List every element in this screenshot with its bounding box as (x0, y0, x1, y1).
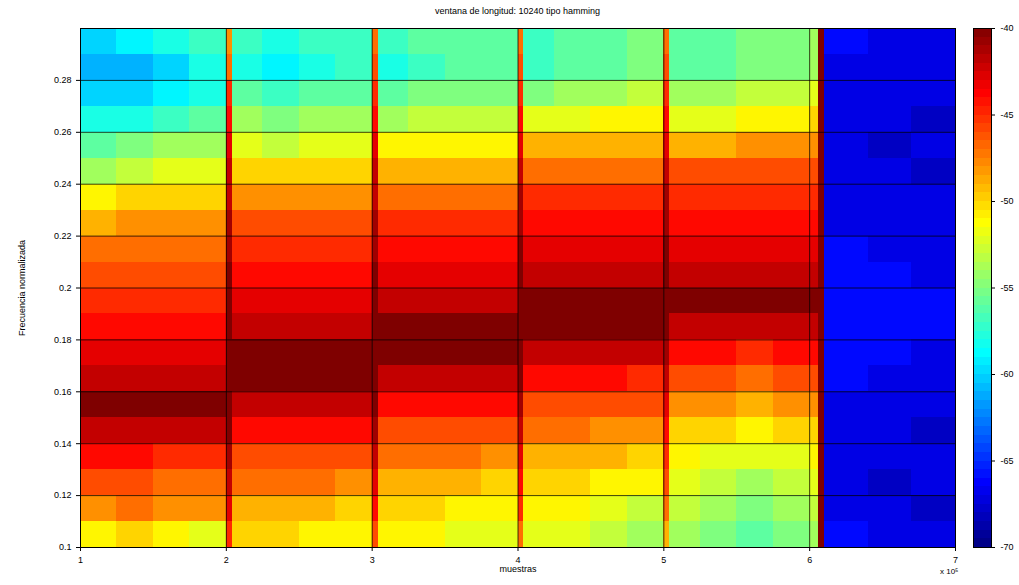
svg-text:-60: -60 (1001, 369, 1014, 379)
svg-text:0.24: 0.24 (54, 179, 72, 189)
svg-text:0.18: 0.18 (54, 335, 72, 345)
svg-text:-50: -50 (1001, 196, 1014, 206)
svg-text:0.2: 0.2 (59, 283, 72, 293)
svg-text:muestras: muestras (499, 564, 537, 574)
svg-text:-40: -40 (1001, 23, 1014, 33)
svg-text:0.26: 0.26 (54, 127, 72, 137)
svg-text:0.22: 0.22 (54, 231, 72, 241)
html-text:ventana de longitud: 10240 tip: ventana de longitud: 10240 tipo hamming (434, 6, 601, 16)
html-text:x 10⁵: x 10⁵ (940, 567, 959, 576)
svg-text:1: 1 (78, 555, 83, 565)
svg-text:Frecuencia normalizada: Frecuencia normalizada (17, 240, 27, 336)
svg-text:3: 3 (370, 555, 375, 565)
svg-text:-65: -65 (1001, 456, 1014, 466)
svg-text:-70: -70 (1001, 542, 1014, 552)
svg-text:0.16: 0.16 (54, 387, 72, 397)
svg-text:-55: -55 (1001, 283, 1014, 293)
svg-text:7: 7 (953, 555, 958, 565)
svg-text:4: 4 (515, 554, 521, 565)
svg-text:-45: -45 (1001, 110, 1014, 120)
svg-text:0.14: 0.14 (54, 439, 72, 449)
svg-text:2: 2 (224, 555, 229, 565)
svg-text:0.1: 0.1 (59, 542, 72, 552)
svg-text:5: 5 (661, 555, 666, 565)
svg-text:6: 6 (807, 555, 812, 565)
svg-text:0.28: 0.28 (54, 75, 72, 85)
svg-text:0.12: 0.12 (54, 490, 72, 500)
